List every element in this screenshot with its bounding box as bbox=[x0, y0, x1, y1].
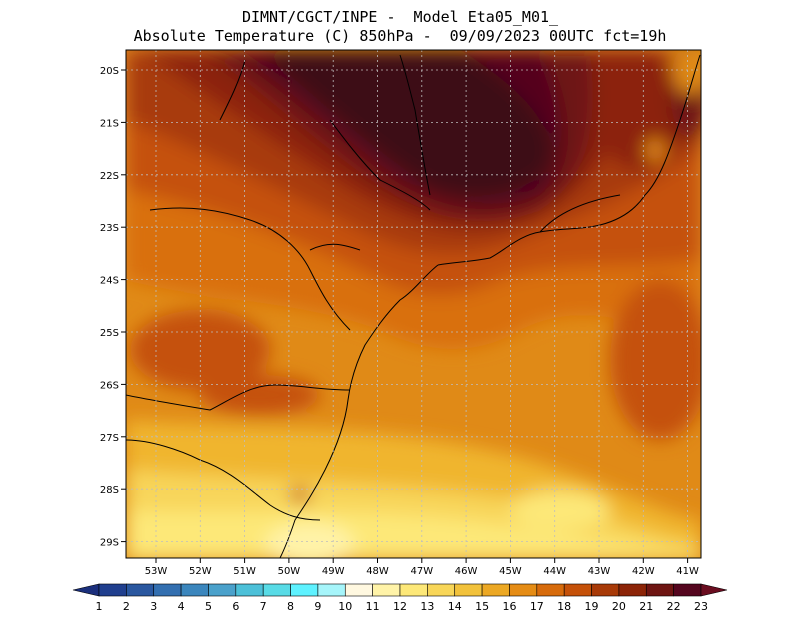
colorbar-segment bbox=[208, 583, 237, 597]
latitude-label: 25S bbox=[100, 328, 119, 339]
colorbar-segment bbox=[180, 583, 209, 597]
longitude-label: 52W bbox=[189, 566, 212, 577]
colorbar-segment bbox=[454, 583, 483, 597]
latitude-labels: 20S 21S 22S 23S 24S 25S 26S 27S 28S 29S bbox=[100, 66, 126, 549]
latitude-label: 22S bbox=[100, 171, 119, 182]
longitude-label: 45W bbox=[499, 566, 522, 577]
colorbar-segment bbox=[317, 583, 346, 597]
colorbar-segment bbox=[563, 583, 592, 597]
colorbar-segment bbox=[153, 583, 182, 597]
map-title-line-2: Absolute Temperature (C) 850hPa - 09/09/… bbox=[133, 27, 667, 45]
colorbar-label: 22 bbox=[667, 600, 681, 613]
colorbar-segment bbox=[618, 583, 647, 597]
latitude-label: 21S bbox=[100, 118, 119, 129]
longitude-label: 50W bbox=[278, 566, 301, 577]
longitude-label: 46W bbox=[455, 566, 478, 577]
colorbar-label: 16 bbox=[502, 600, 516, 613]
colorbar-segment bbox=[126, 583, 155, 597]
map-frame bbox=[125, 49, 702, 559]
temperature-field bbox=[126, 50, 701, 558]
colorbar-label: 12 bbox=[393, 600, 407, 613]
colorbar-label: 11 bbox=[366, 600, 380, 613]
colorbar-label: 8 bbox=[287, 600, 294, 613]
colorbar-segment bbox=[262, 583, 291, 597]
colorbar-low-arrow bbox=[72, 583, 100, 597]
colorbar-segment bbox=[344, 583, 373, 597]
colorbar-segment bbox=[98, 583, 127, 597]
colorbar-segment bbox=[645, 583, 674, 597]
latitude-label: 23S bbox=[100, 223, 119, 234]
colorbar-label: 23 bbox=[694, 600, 708, 613]
longitude-label: 41W bbox=[676, 566, 699, 577]
colorbar-label: 21 bbox=[639, 600, 653, 613]
colorbar-label: 13 bbox=[420, 600, 434, 613]
longitude-label: 51W bbox=[233, 566, 256, 577]
longitude-label: 49W bbox=[322, 566, 345, 577]
latitude-label: 20S bbox=[100, 66, 119, 77]
colorbar-label: 14 bbox=[448, 600, 462, 613]
colorbar-label: 10 bbox=[338, 600, 352, 613]
latitude-label: 29S bbox=[100, 538, 119, 549]
colorbar-segment bbox=[536, 583, 565, 597]
colorbar-label: 20 bbox=[612, 600, 626, 613]
colorbar-label: 6 bbox=[232, 600, 239, 613]
longitude-label: 42W bbox=[632, 566, 655, 577]
colorbar-label: 7 bbox=[260, 600, 267, 613]
longitude-label: 44W bbox=[543, 566, 566, 577]
longitude-label: 43W bbox=[588, 566, 611, 577]
colorbar-segment bbox=[372, 583, 401, 597]
latitude-label: 24S bbox=[100, 276, 119, 287]
colorbar-label: 15 bbox=[475, 600, 489, 613]
longitude-labels: 53W 52W 51W 50W 49W 48W 47W 46W 45W 44W 43W 42W 41W bbox=[145, 558, 699, 577]
coastline-borders bbox=[126, 54, 701, 558]
colorbar-segment bbox=[427, 583, 456, 597]
colorbar-label: 5 bbox=[205, 600, 212, 613]
colorbar-segment bbox=[591, 583, 620, 597]
latitude-label: 28S bbox=[100, 485, 119, 496]
longitude-label: 53W bbox=[145, 566, 168, 577]
latitude-label: 27S bbox=[100, 433, 119, 444]
colorbar-label: 17 bbox=[530, 600, 544, 613]
colorbar-segment bbox=[235, 583, 264, 597]
colorbar-label: 4 bbox=[178, 600, 185, 613]
colorbar-segment bbox=[673, 583, 702, 597]
colorbar-segment bbox=[481, 583, 510, 597]
colorbar: 1 2 3 4 5 6 7 8 9 10 11 12 13 14 15 16 17 18 19 20 21 22 23 bbox=[72, 583, 728, 613]
colorbar-segment bbox=[290, 583, 319, 597]
graticule bbox=[126, 50, 701, 558]
colorbar-segment bbox=[509, 583, 538, 597]
colorbar-label: 19 bbox=[585, 600, 599, 613]
colorbar-label: 1 bbox=[96, 600, 103, 613]
colorbar-label: 18 bbox=[557, 600, 571, 613]
colorbar-label: 2 bbox=[123, 600, 130, 613]
map-title-line-1: DIMNT/CGCT/INPE - Model Eta05_M01_ bbox=[241, 8, 559, 26]
longitude-label: 47W bbox=[410, 566, 433, 577]
colorbar-segment bbox=[399, 583, 428, 597]
colorbar-label: 9 bbox=[314, 600, 321, 613]
latitude-label: 26S bbox=[100, 380, 119, 391]
longitude-label: 48W bbox=[366, 566, 389, 577]
colorbar-label: 3 bbox=[150, 600, 157, 613]
colorbar-high-arrow bbox=[700, 583, 728, 597]
